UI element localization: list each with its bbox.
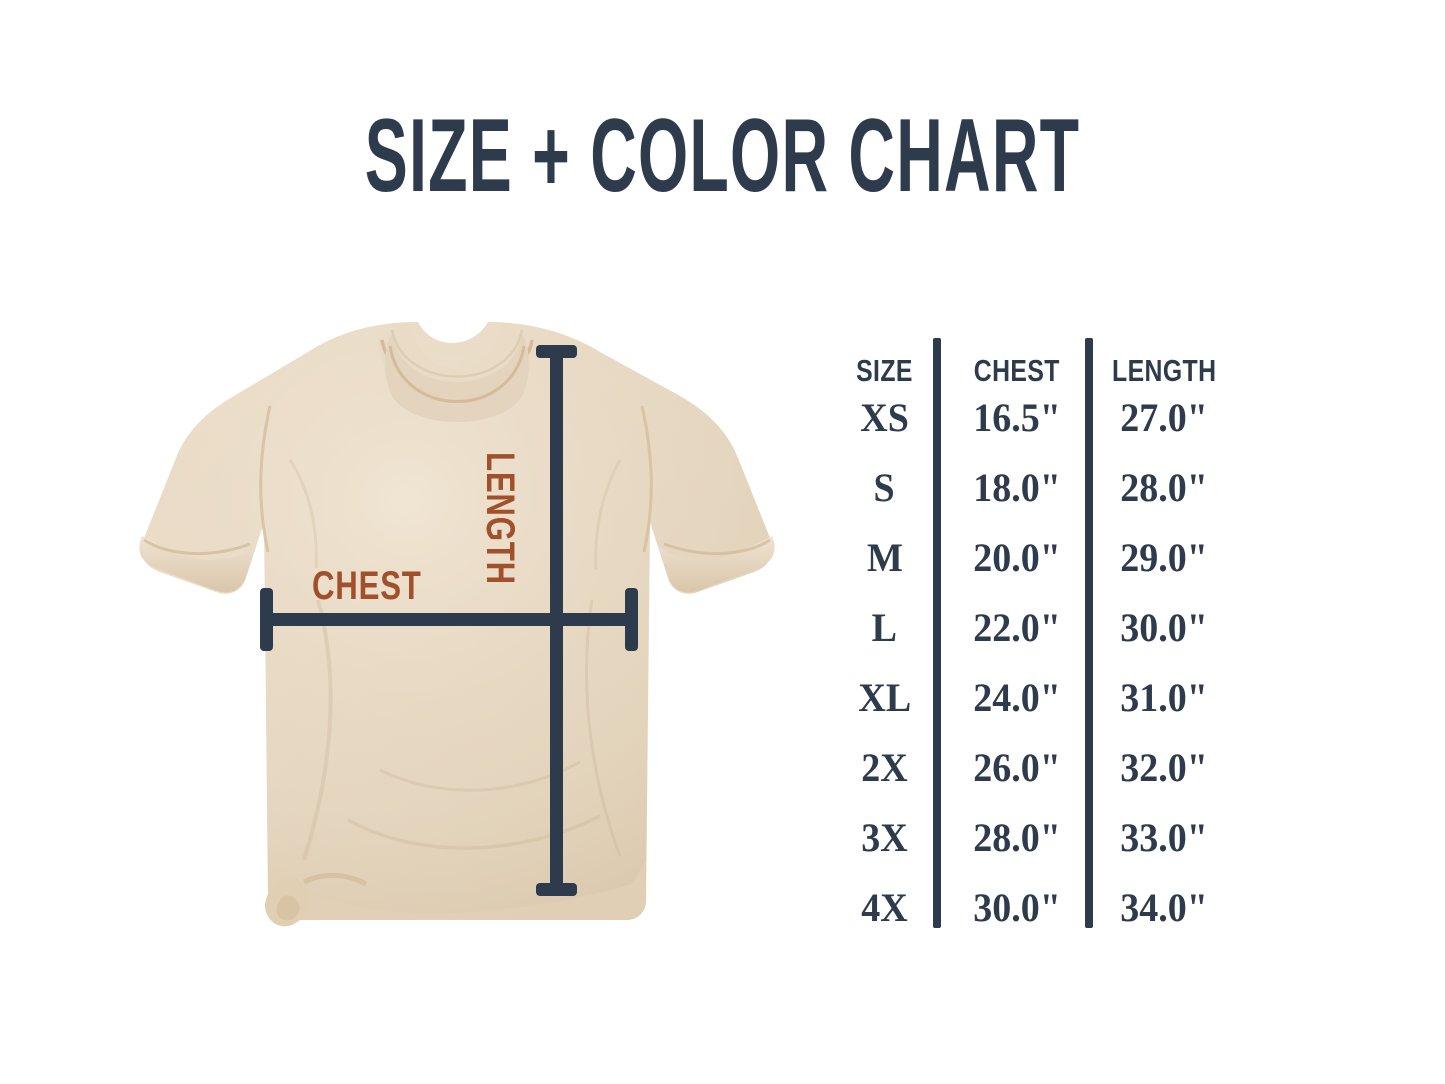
cell-size: 4X <box>861 885 908 930</box>
tshirt-hem <box>264 860 646 927</box>
cell-length: 32.0" <box>1120 745 1209 790</box>
cell-size: M <box>866 535 903 580</box>
table-row: 3X 28.0" 33.0" <box>836 806 1236 870</box>
table-row: XL 24.0" 31.0" <box>836 666 1236 730</box>
left-sleeve-cuff <box>139 536 256 593</box>
cell-chest: 20.0" <box>973 535 1061 580</box>
column-header-chest: CHEST <box>973 352 1061 388</box>
cell-length: 27.0" <box>1120 395 1209 440</box>
table-row: 4X 30.0" 34.0" <box>836 876 1236 940</box>
cell-chest: 26.0" <box>973 745 1061 790</box>
table-row: XS 16.5" 27.0" <box>836 386 1236 450</box>
armhole-seams <box>259 405 653 553</box>
cell-size: 3X <box>861 815 908 860</box>
column-header-length: LENGTH <box>1112 352 1217 388</box>
tshirt-illustration <box>80 300 820 950</box>
cell-length: 31.0" <box>1120 675 1209 720</box>
table-row: 2X 26.0" 32.0" <box>836 736 1236 800</box>
cell-length: 28.0" <box>1120 465 1209 510</box>
cell-size: L <box>871 605 898 650</box>
table-divider-1 <box>933 338 941 928</box>
page-title: SIZE + COLOR CHART <box>364 98 1081 214</box>
table-row: M 20.0" 29.0" <box>836 526 1236 590</box>
cell-chest: 16.5" <box>973 395 1061 440</box>
cell-chest: 18.0" <box>973 465 1061 510</box>
crew-neck-collar <box>378 322 536 422</box>
cell-length: 33.0" <box>1120 815 1209 860</box>
tshirt-graphic <box>139 322 775 927</box>
cell-size: S <box>873 465 896 510</box>
cell-length: 30.0" <box>1120 605 1209 650</box>
column-header-size: SIZE <box>856 352 913 388</box>
cell-chest: 22.0" <box>973 605 1061 650</box>
cell-length: 29.0" <box>1120 535 1209 580</box>
cell-chest: 28.0" <box>973 815 1061 860</box>
table-row: S 18.0" 28.0" <box>836 456 1236 520</box>
cell-chest: 30.0" <box>973 885 1061 930</box>
size-table: SIZE CHEST LENGTH XS 16.5" 27.0" S 18.0"… <box>836 338 1236 928</box>
cell-chest: 24.0" <box>973 675 1061 720</box>
table-divider-2 <box>1085 338 1093 928</box>
cell-size: 2X <box>861 745 908 790</box>
cell-size: XL <box>858 675 911 720</box>
cell-size: XS <box>860 395 909 440</box>
table-row: L 22.0" 30.0" <box>836 596 1236 660</box>
table-header-row: SIZE CHEST LENGTH <box>836 338 1236 402</box>
cell-length: 34.0" <box>1120 885 1209 930</box>
right-sleeve-cuff <box>658 536 775 593</box>
